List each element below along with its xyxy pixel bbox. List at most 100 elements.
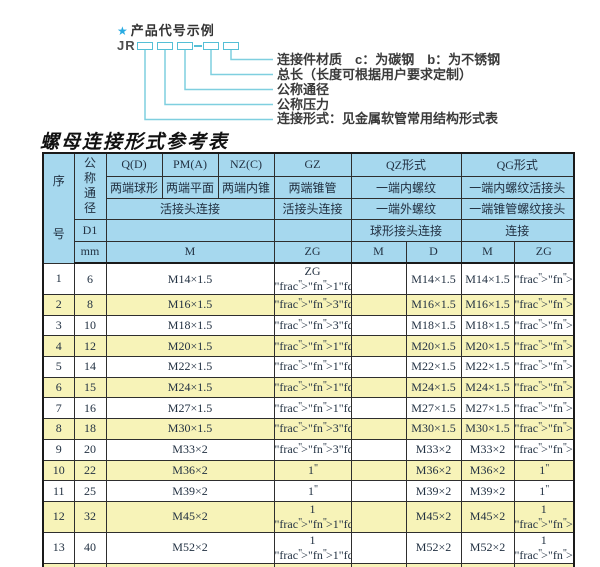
cell-row-no: 9	[42, 438, 75, 461]
label-total-length: 总长（长度可根据用户要求定制）	[277, 67, 473, 82]
cell-row-no: 7	[42, 397, 75, 420]
code-box-5	[223, 42, 239, 50]
header-end-pm: 两端平面	[161, 175, 219, 199]
cell-thread-m: M64×2	[105, 562, 275, 567]
header-row-groups: 序号 公称通径 Q(D) PM(A) NZ(C) GZ QZ形式 QG形式	[42, 152, 575, 264]
header-unit-zg: ZG	[273, 240, 352, 264]
cell-thread-m: M30×1.5	[105, 418, 275, 440]
cell-thread-m: M14×1.5	[105, 262, 275, 295]
cell-row-no: 2	[42, 294, 75, 316]
code-box-4	[203, 42, 219, 50]
cell-row-no: 14	[42, 562, 75, 567]
cell-qz-d: M27×1.5	[405, 397, 462, 420]
header-row-end-types: 两端球形 两端平面 两端内锥 两端锥管 一端内螺纹 一端内螺纹活接头	[43, 175, 575, 199]
cell-dn-mm: 32	[73, 500, 107, 533]
cell-dn-mm: 25	[73, 480, 107, 502]
label-material: 连接件材质 c：为碳钢 b：为不锈钢	[277, 52, 501, 67]
table-row: 11 25 M39×2 1" M39×2 M39×2 1"	[42, 480, 575, 502]
cell-gz: 1 "frac">"fn">1"fd">4"	[273, 500, 352, 533]
header-unit-m: M	[105, 240, 275, 264]
cell-dn-mm: 22	[73, 459, 107, 482]
cell-qz-m	[350, 262, 407, 295]
cell-gz: "frac">"fn">1"fd">2"	[273, 335, 352, 358]
cell-qz-d: M16×1.5	[405, 294, 462, 316]
cell-thread-m: M52×2	[105, 531, 275, 564]
cell-qz-m	[350, 418, 407, 440]
cell-qg-zg: 2"	[513, 562, 575, 567]
header-row-d1: D1 球形接头连接 连接	[43, 218, 575, 242]
header-group-qg: QG形式	[460, 152, 575, 177]
cell-row-no: 10	[42, 459, 75, 482]
cell-row-no: 4	[42, 335, 75, 358]
cell-dn-mm: 14	[73, 356, 107, 378]
table-row: 615M24×1.5"frac">"fn">1"fd">2"M24×1.5M24…	[42, 376, 575, 399]
cell-qg-zg: "frac">"fn">1"fd">4"	[513, 262, 575, 295]
header-unit-qz-m: M	[350, 240, 407, 264]
cell-gz: "frac">"fn">3"fd">4"	[273, 438, 352, 461]
cell-qz-m	[350, 356, 407, 378]
header-group-nz: NZ(C)	[217, 152, 275, 177]
cell-qz-d: M52×2	[405, 531, 462, 564]
header-group-qd: Q(D)	[105, 152, 163, 177]
cell-qg-zg: 1"	[513, 480, 575, 502]
code-box-2	[157, 42, 173, 50]
cell-qz-d: M22×1.5	[405, 356, 462, 378]
cell-qz-d: M36×2	[405, 459, 462, 482]
cell-row-no: 12	[42, 500, 75, 533]
cell-qz-m	[350, 335, 407, 358]
cell-qz-m	[350, 500, 407, 533]
cell-qz-m	[350, 376, 407, 399]
header-group-qz: QZ形式	[350, 152, 462, 177]
cell-row-no: 3	[42, 314, 75, 337]
cell-qg-m: M30×1.5	[460, 418, 515, 440]
header-row-units: mm M ZG M D M ZG	[43, 240, 575, 264]
header-d1: D1	[73, 218, 107, 242]
cell-qg-zg: "frac">"fn">3"fd">4"	[513, 438, 575, 461]
cell-qg-m: M27×1.5	[460, 397, 515, 420]
cell-gz: 1"	[273, 480, 352, 502]
diagram-title-text: 产品代号示例	[130, 23, 215, 38]
star-icon: ★	[117, 24, 129, 38]
cell-qg-zg: 1 "frac">"fn">1"fd">2"	[513, 531, 575, 564]
code-dash	[194, 45, 202, 47]
cell-qz-d: M18×1.5	[405, 314, 462, 337]
cell-gz: "frac">"fn">3"fd">8"	[273, 314, 352, 337]
header-end-qg: 一端内螺纹活接头	[460, 175, 575, 199]
cell-qg-zg: "frac">"fn">1"fd">2"	[513, 397, 575, 420]
cell-qg-m: M18×1.5	[460, 314, 515, 337]
header-end-nz: 两端内锥	[217, 175, 275, 199]
table-row: 10 22 M36×2 1" M36×2 M36×2 1"	[42, 459, 575, 482]
cell-qz-d: M20×1.5	[405, 335, 462, 358]
cell-qz-m	[350, 562, 407, 567]
header-group-pm: PM(A)	[161, 152, 219, 177]
cell-row-no: 1	[42, 262, 75, 295]
product-code-row: JR	[117, 38, 277, 53]
header-seq: 序号	[42, 152, 75, 264]
diagram-title: ★ 产品代号示例	[117, 20, 215, 39]
cell-qg-zg: "frac">"fn">3"fd">8"	[513, 294, 575, 316]
label-connection-form: 连接形式：见金属软管常用结构形式表	[277, 111, 499, 126]
cell-dn-mm: 10	[73, 314, 107, 337]
table-row: 716M27×1.5"frac">"fn">1"fd">2"M27×1.5M27…	[42, 397, 575, 420]
code-box-1	[137, 42, 153, 50]
cell-gz: "frac">"fn">3"fd">8"	[273, 294, 352, 316]
header-connect: 连接	[460, 218, 575, 242]
cell-dn-mm: 20	[73, 438, 107, 461]
cell-qz-m	[350, 314, 407, 337]
label-nominal-diameter: 公称通径	[277, 82, 330, 97]
cell-qz-m	[350, 397, 407, 420]
cell-qz-d: M24×1.5	[405, 376, 462, 399]
label-nominal-pressure: 公称压力	[277, 97, 330, 112]
cell-gz: ZG "frac">"fn">1"fd">4"	[273, 262, 352, 295]
cell-row-no: 8	[42, 418, 75, 440]
cell-dn-mm: 16	[73, 397, 107, 420]
cell-thread-m: M45×2	[105, 500, 275, 533]
cell-qz-d: M39×2	[405, 480, 462, 502]
header-unit-qg-m: M	[460, 240, 515, 264]
header-d1-blank-union	[105, 218, 275, 242]
table-row: 1450M64×22"M64×2M64×22"	[42, 562, 575, 567]
cell-qz-m	[350, 438, 407, 461]
cell-gz: "frac">"fn">1"fd">2"	[273, 397, 352, 420]
cell-gz: 2"	[273, 562, 352, 567]
